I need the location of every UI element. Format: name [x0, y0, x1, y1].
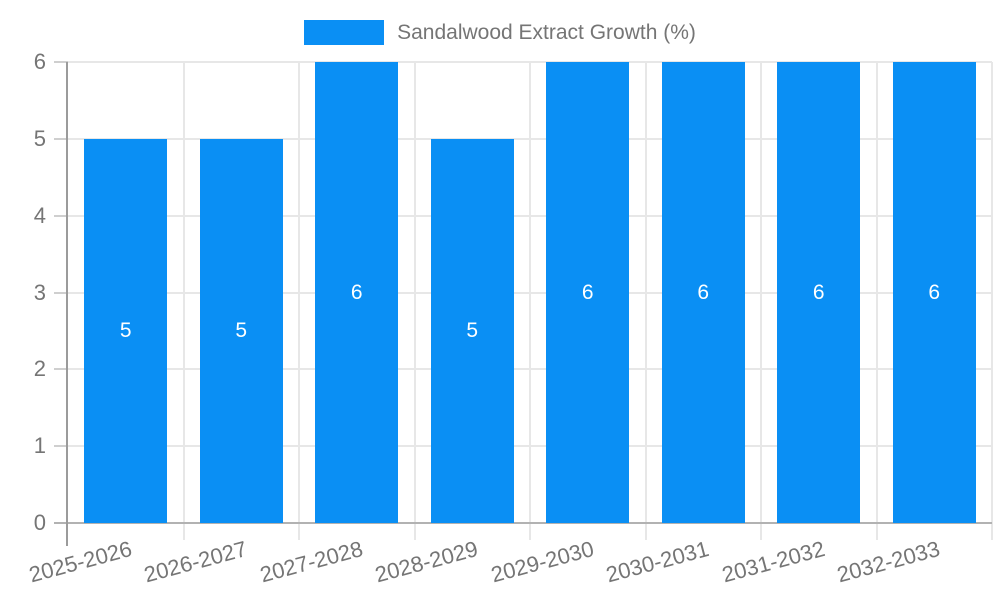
y-axis-tick-label: 4: [33, 202, 46, 228]
y-tick: [54, 291, 68, 294]
y-axis-tick-label: 3: [33, 279, 46, 305]
bar-value-label: 6: [350, 280, 363, 304]
y-tick: [54, 214, 68, 217]
x-gridline: [413, 62, 416, 540]
y-axis-tick-label: 2: [33, 356, 46, 382]
y-axis-tick-label: 5: [33, 125, 46, 151]
bar-value-label: 5: [466, 318, 479, 342]
x-gridline: [298, 62, 300, 540]
y-tick: [54, 368, 68, 371]
bar-2025-2026: 5: [84, 138, 168, 523]
y-axis-line: [66, 62, 68, 546]
y-axis-tick-label: 6: [33, 49, 46, 74]
bar-value-label: 5: [119, 318, 132, 342]
bar-value-label: 6: [812, 280, 825, 304]
x-gridline: [644, 62, 647, 540]
y-axis-tick-label: 0: [33, 510, 46, 535]
bar-value-label: 6: [928, 280, 941, 304]
legend-swatch: [304, 20, 385, 45]
x-gridline: [529, 62, 531, 540]
x-gridline: [760, 62, 762, 540]
bar-2026-2027: 5: [199, 138, 283, 523]
x-gridline: [875, 62, 878, 540]
bar-value-label: 6: [697, 280, 710, 304]
legend: Sandalwood Extract Growth (%): [0, 20, 1000, 45]
x-gridline: [991, 62, 993, 540]
y-tick: [54, 445, 68, 448]
bar-2031-2032: 6: [777, 62, 861, 523]
bar-2028-2029: 5: [430, 138, 514, 523]
x-gridline: [182, 62, 185, 540]
bar-value-label: 5: [235, 318, 248, 342]
bar-2032-2033: 6: [892, 62, 976, 523]
y-tick: [54, 61, 68, 63]
bar-2029-2030: 6: [546, 62, 630, 523]
plot-area: 5 5 6 5 6 6 6 6 0 1 2 3 4 5 6 2025-2026 2026-2027 2027-20…: [26, 49, 993, 587]
x-axis-line: [54, 522, 992, 524]
y-tick: [54, 137, 68, 140]
bar-2030-2031: 6: [661, 62, 745, 523]
y-axis-tick-label: 1: [33, 433, 46, 459]
bar-2027-2028: 6: [315, 62, 399, 523]
bar-value-label: 6: [581, 280, 594, 304]
legend-label: Sandalwood Extract Growth (%): [397, 20, 696, 44]
